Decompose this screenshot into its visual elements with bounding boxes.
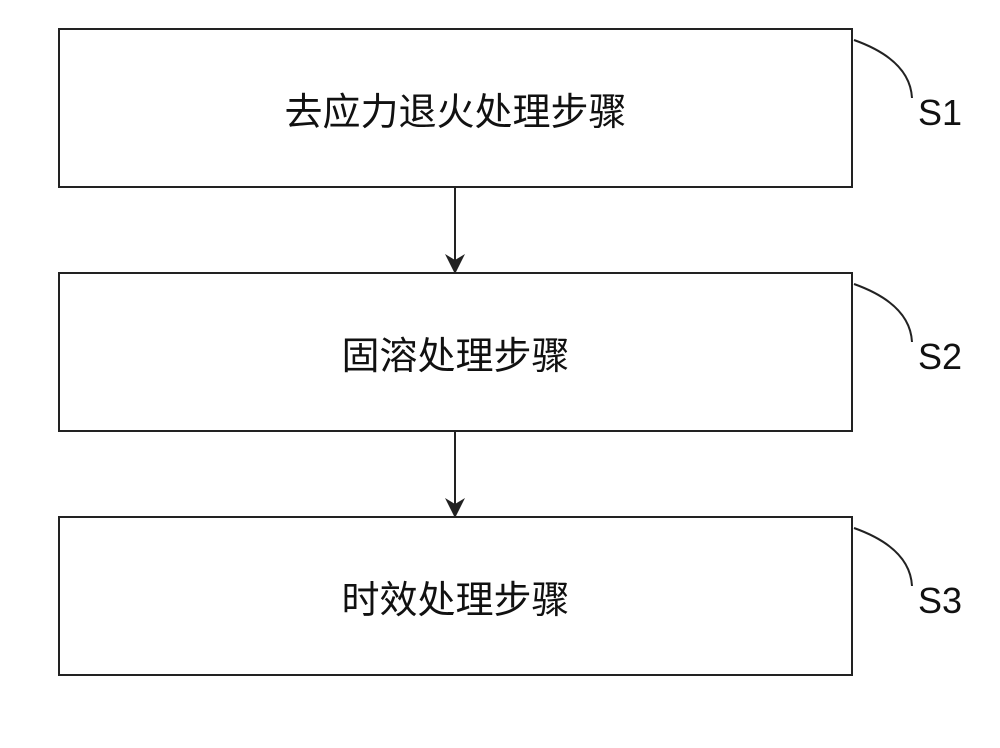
- leader-curve: [854, 528, 912, 586]
- flowchart-canvas: 去应力退火处理步骤 S1 固溶处理步骤 S2 时效处理步骤 S3: [0, 0, 1000, 748]
- step-label-s1: S1: [918, 92, 962, 134]
- leader-curve: [854, 40, 912, 98]
- flowchart-node-s1: 去应力退火处理步骤: [58, 28, 853, 188]
- flowchart-node-s3: 时效处理步骤: [58, 516, 853, 676]
- flowchart-node-s2: 固溶处理步骤: [58, 272, 853, 432]
- node-label: 固溶处理步骤: [341, 325, 569, 380]
- node-label: 去应力退火处理步骤: [284, 81, 626, 136]
- node-label: 时效处理步骤: [341, 569, 569, 624]
- step-label-s3: S3: [918, 580, 962, 622]
- step-label-s2: S2: [918, 336, 962, 378]
- leader-curve: [854, 284, 912, 342]
